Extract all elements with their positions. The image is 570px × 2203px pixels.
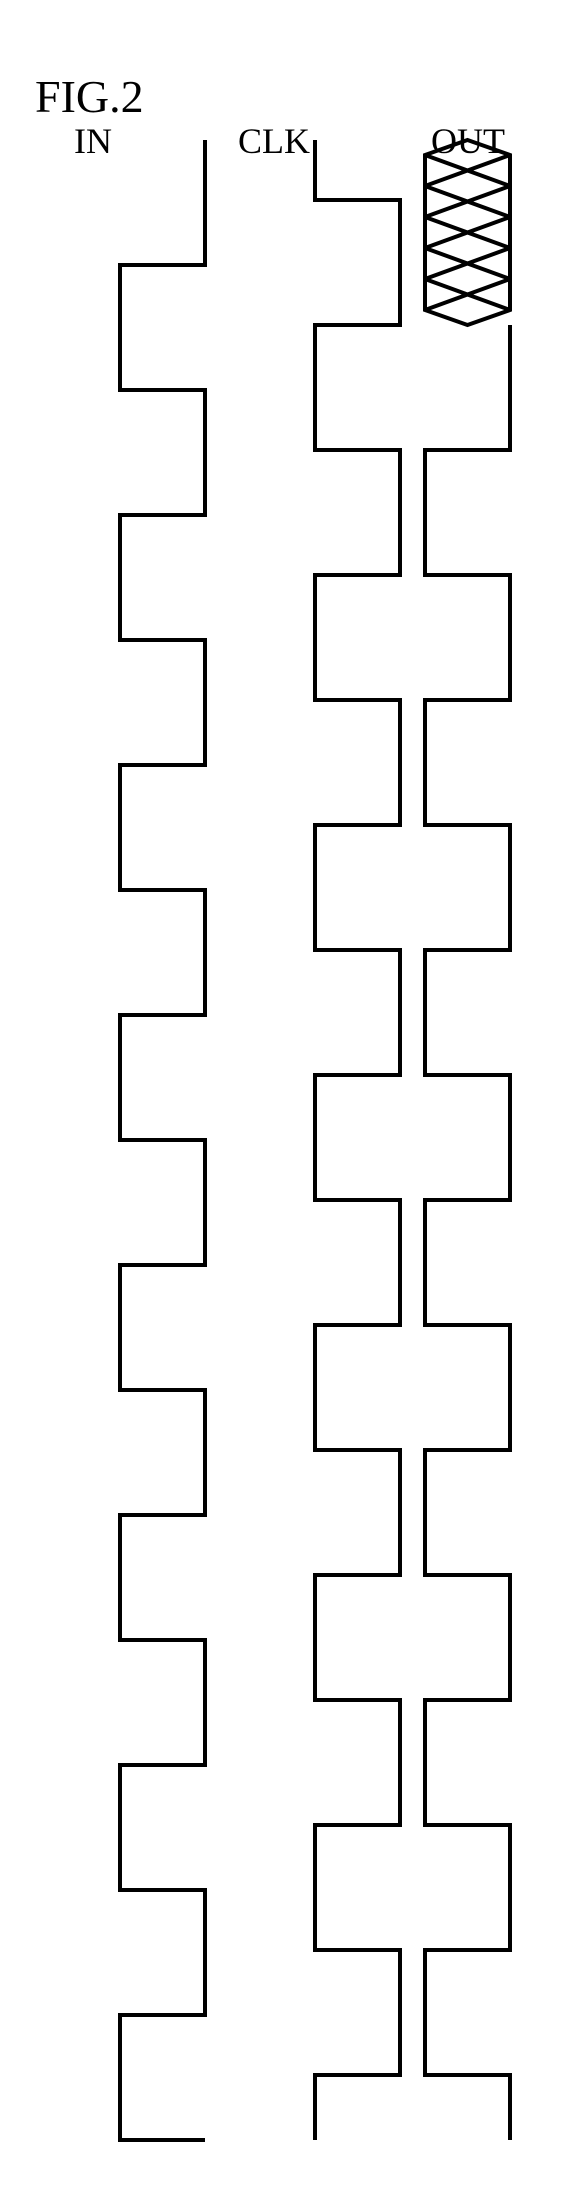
waveform-clk [315, 140, 400, 2140]
waveform-in [120, 140, 205, 2140]
figure-label: FIG.2 [35, 70, 144, 123]
waveform-out [425, 325, 510, 2140]
timing-diagram [0, 140, 570, 2160]
